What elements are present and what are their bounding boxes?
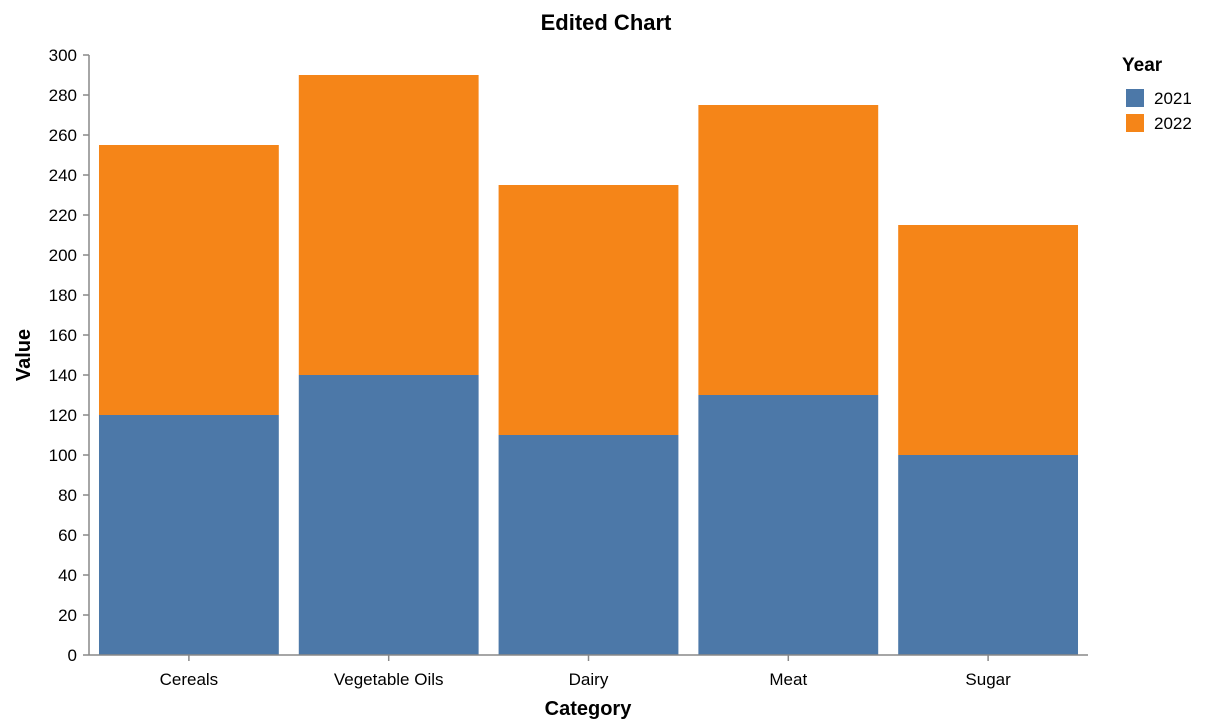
y-axis-title: Value	[13, 329, 35, 381]
legend-swatch-2021	[1126, 89, 1144, 107]
bar-sugar-2021	[898, 455, 1079, 655]
bar-vegetable-oils-2021	[298, 375, 479, 655]
y-tick-label: 160	[49, 326, 77, 345]
bars	[98, 75, 1079, 655]
y-tick-label: 240	[49, 166, 77, 185]
x-axis: Cereals Vegetable Oils Dairy Meat Sugar	[89, 654, 1088, 689]
bar-cereals-2022	[98, 145, 279, 415]
y-tick-label: 20	[58, 606, 77, 625]
bar-cereals-2021	[98, 415, 279, 655]
bar-dairy-2021	[498, 435, 679, 655]
y-tick-label: 60	[58, 526, 77, 545]
x-tick-label: Dairy	[569, 670, 609, 689]
legend-label-2021: 2021	[1154, 89, 1192, 108]
y-tick-label: 100	[49, 446, 77, 465]
y-tick-label: 300	[49, 46, 77, 65]
chart-title: Edited Chart	[541, 10, 672, 35]
y-tick-label: 200	[49, 246, 77, 265]
y-tick-label: 0	[68, 646, 77, 665]
y-tick-label: 120	[49, 406, 77, 425]
y-tick-label: 40	[58, 566, 77, 585]
bar-meat-2021	[698, 395, 879, 655]
bar-vegetable-oils-2022	[298, 75, 479, 375]
y-tick-label: 80	[58, 486, 77, 505]
legend: Year 2021 2022	[1122, 55, 1192, 133]
y-tick-label: 260	[49, 126, 77, 145]
x-axis-title: Category	[545, 698, 633, 720]
y-tick-label: 140	[49, 366, 77, 385]
legend-title: Year	[1122, 55, 1163, 76]
bar-sugar-2022	[898, 225, 1079, 455]
x-tick-label: Meat	[769, 670, 807, 689]
y-axis: 0 20 40 60 80 100 120 140 160 180 200 220 240 260 280 3…	[49, 46, 90, 665]
legend-swatch-2022	[1126, 114, 1144, 132]
y-tick-label: 220	[49, 206, 77, 225]
x-tick-label: Cereals	[160, 670, 219, 689]
bar-dairy-2022	[498, 185, 679, 435]
x-tick-label: Vegetable Oils	[334, 670, 444, 689]
bar-meat-2022	[698, 105, 879, 395]
y-tick-label: 280	[49, 86, 77, 105]
legend-label-2022: 2022	[1154, 114, 1192, 133]
y-tick-label: 180	[49, 286, 77, 305]
x-tick-label: Sugar	[965, 670, 1011, 689]
